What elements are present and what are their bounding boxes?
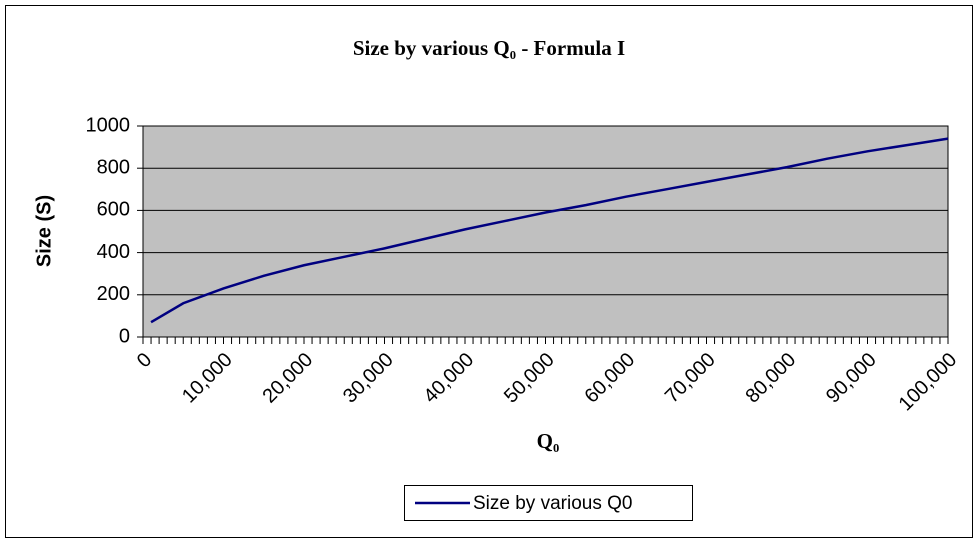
chart-title: Size by various Q₀ - Formula I bbox=[353, 36, 625, 60]
y-axis-title: Size (S) bbox=[33, 195, 55, 267]
y-tick-label: 800 bbox=[97, 156, 130, 178]
legend-label: Size by various Q0 bbox=[473, 493, 632, 514]
y-tick-label: 200 bbox=[97, 283, 130, 305]
y-tick-label: 400 bbox=[97, 241, 130, 263]
y-tick-label: 1000 bbox=[86, 114, 131, 136]
y-tick-label: 0 bbox=[119, 325, 130, 347]
x-axis-title: Q₀ bbox=[537, 429, 560, 453]
y-tick-label: 600 bbox=[97, 199, 130, 221]
data-line bbox=[150, 137, 949, 324]
